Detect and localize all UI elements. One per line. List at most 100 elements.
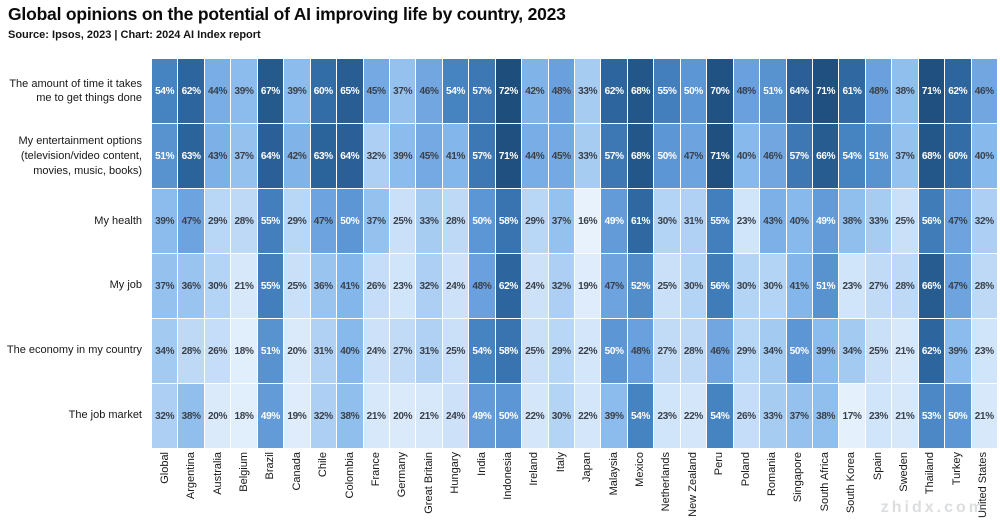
heatmap-cell: 61% bbox=[627, 189, 654, 253]
heatmap-cell: 32% bbox=[971, 189, 997, 253]
heatmap-cell: 50% bbox=[495, 384, 522, 448]
heatmap-cell: 22% bbox=[575, 319, 601, 383]
column-label: Turkey bbox=[950, 452, 963, 486]
heatmap-cell: 20% bbox=[204, 384, 231, 448]
heatmap-cell: 25% bbox=[654, 254, 680, 318]
heatmap-cell: 41% bbox=[442, 124, 469, 188]
column-label: Peru bbox=[713, 452, 726, 476]
heatmap-cell: 23% bbox=[654, 384, 680, 448]
heatmap-cell: 39% bbox=[284, 59, 310, 123]
heatmap-cell: 44% bbox=[522, 124, 548, 188]
heatmap-cell: 66% bbox=[918, 254, 945, 318]
heatmap-cell: 62% bbox=[495, 254, 522, 318]
column-label: Brazil bbox=[264, 452, 277, 480]
heatmap-cell: 70% bbox=[707, 59, 733, 123]
heatmap-cell: 20% bbox=[284, 319, 310, 383]
heatmap-cell: 40% bbox=[971, 124, 997, 188]
chart-title: Global opinions on the potential of AI i… bbox=[8, 4, 566, 24]
heatmap-cell: 23% bbox=[733, 189, 760, 253]
heatmap-cell: 63% bbox=[178, 124, 204, 188]
heatmap-cell: 57% bbox=[601, 124, 627, 188]
heatmap-cell: 37% bbox=[892, 124, 918, 188]
heatmap-cell: 38% bbox=[178, 384, 204, 448]
heatmap-cell: 48% bbox=[733, 59, 760, 123]
column-label: Ireland bbox=[528, 452, 541, 486]
heatmap-cell: 26% bbox=[363, 254, 389, 318]
heatmap-cell: 68% bbox=[627, 59, 654, 123]
heatmap-cell: 38% bbox=[892, 59, 918, 123]
heatmap-cell: 24% bbox=[522, 254, 548, 318]
heatmap-cell: 39% bbox=[231, 59, 257, 123]
column-label: Netherlands bbox=[660, 452, 673, 512]
heatmap-cell: 52% bbox=[627, 254, 654, 318]
heatmap-cell: 21% bbox=[416, 384, 442, 448]
heatmap-cell: 48% bbox=[469, 254, 495, 318]
heatmap-cell: 40% bbox=[733, 124, 760, 188]
heatmap-cell: 64% bbox=[257, 124, 284, 188]
heatmap-cell: 33% bbox=[760, 384, 786, 448]
heatmap-cell: 32% bbox=[152, 384, 178, 448]
column-label: South Africa bbox=[818, 452, 831, 512]
heatmap-cell: 57% bbox=[469, 124, 495, 188]
heatmap-cell: 16% bbox=[575, 189, 601, 253]
heatmap-cell: 51% bbox=[152, 124, 178, 188]
heatmap-cell: 41% bbox=[337, 254, 363, 318]
heatmap-cell: 29% bbox=[548, 319, 574, 383]
column-label: Global bbox=[158, 452, 171, 484]
heatmap-cell: 33% bbox=[575, 59, 601, 123]
heatmap-cell: 50% bbox=[469, 189, 495, 253]
heatmap-cell: 29% bbox=[284, 189, 310, 253]
heatmap-cell: 28% bbox=[442, 189, 469, 253]
heatmap-cell: 21% bbox=[231, 254, 257, 318]
heatmap-cell: 53% bbox=[918, 384, 945, 448]
heatmap-cell: 71% bbox=[812, 59, 839, 123]
heatmap-cell: 20% bbox=[389, 384, 416, 448]
heatmap-cell: 39% bbox=[945, 319, 971, 383]
row-label: My job bbox=[109, 279, 142, 292]
heatmap-cell: 44% bbox=[204, 59, 231, 123]
heatmap-cell: 22% bbox=[575, 384, 601, 448]
column-labels: Global Argentina Australia Belgium Brazil Can… bbox=[152, 452, 997, 531]
row-label: The job market bbox=[68, 409, 142, 422]
heatmap-cell: 57% bbox=[786, 124, 812, 188]
heatmap-cell: 27% bbox=[865, 254, 892, 318]
column-label: Italy bbox=[554, 452, 567, 473]
heatmap-cell: 28% bbox=[971, 254, 997, 318]
heatmap-grid: 54% 62% 44% 39% 67% 39% 60% 65% 45% 37% 46% 54% 57% 7… bbox=[152, 59, 997, 448]
heatmap-cell: 49% bbox=[812, 189, 839, 253]
heatmap-cell: 33% bbox=[416, 189, 442, 253]
heatmap-cell: 30% bbox=[548, 384, 574, 448]
heatmap-cell: 51% bbox=[257, 319, 284, 383]
heatmap-cell: 19% bbox=[284, 384, 310, 448]
heatmap-cell: 49% bbox=[257, 384, 284, 448]
heatmap-cell: 36% bbox=[178, 254, 204, 318]
heatmap-cell: 19% bbox=[575, 254, 601, 318]
heatmap-cell: 45% bbox=[416, 124, 442, 188]
heatmap-cell: 39% bbox=[389, 124, 416, 188]
heatmap-cell: 62% bbox=[601, 59, 627, 123]
heatmap-cell: 30% bbox=[680, 254, 707, 318]
heatmap-cell: 63% bbox=[310, 124, 337, 188]
heatmap-cell: 51% bbox=[760, 59, 786, 123]
heatmap-cell: 71% bbox=[918, 59, 945, 123]
heatmap-cell: 34% bbox=[839, 319, 865, 383]
heatmap-cell: 18% bbox=[231, 319, 257, 383]
heatmap-cell: 39% bbox=[152, 189, 178, 253]
heatmap-cell: 34% bbox=[152, 319, 178, 383]
heatmap-cell: 17% bbox=[839, 384, 865, 448]
watermark: zhidx.com bbox=[880, 499, 986, 516]
heatmap-cell: 28% bbox=[680, 319, 707, 383]
heatmap-cell: 47% bbox=[680, 124, 707, 188]
heatmap-cell: 23% bbox=[839, 254, 865, 318]
heatmap-cell: 64% bbox=[786, 59, 812, 123]
heatmap-cell: 25% bbox=[892, 189, 918, 253]
row-label: My entertainment options (television/vid… bbox=[18, 134, 142, 177]
heatmap-cell: 50% bbox=[786, 319, 812, 383]
heatmap-cell: 33% bbox=[865, 189, 892, 253]
heatmap-cell: 32% bbox=[310, 384, 337, 448]
heatmap-cell: 47% bbox=[945, 189, 971, 253]
heatmap-cell: 37% bbox=[152, 254, 178, 318]
heatmap-cell: 37% bbox=[231, 124, 257, 188]
column-label: Spain bbox=[871, 452, 884, 481]
heatmap-cell: 49% bbox=[601, 189, 627, 253]
